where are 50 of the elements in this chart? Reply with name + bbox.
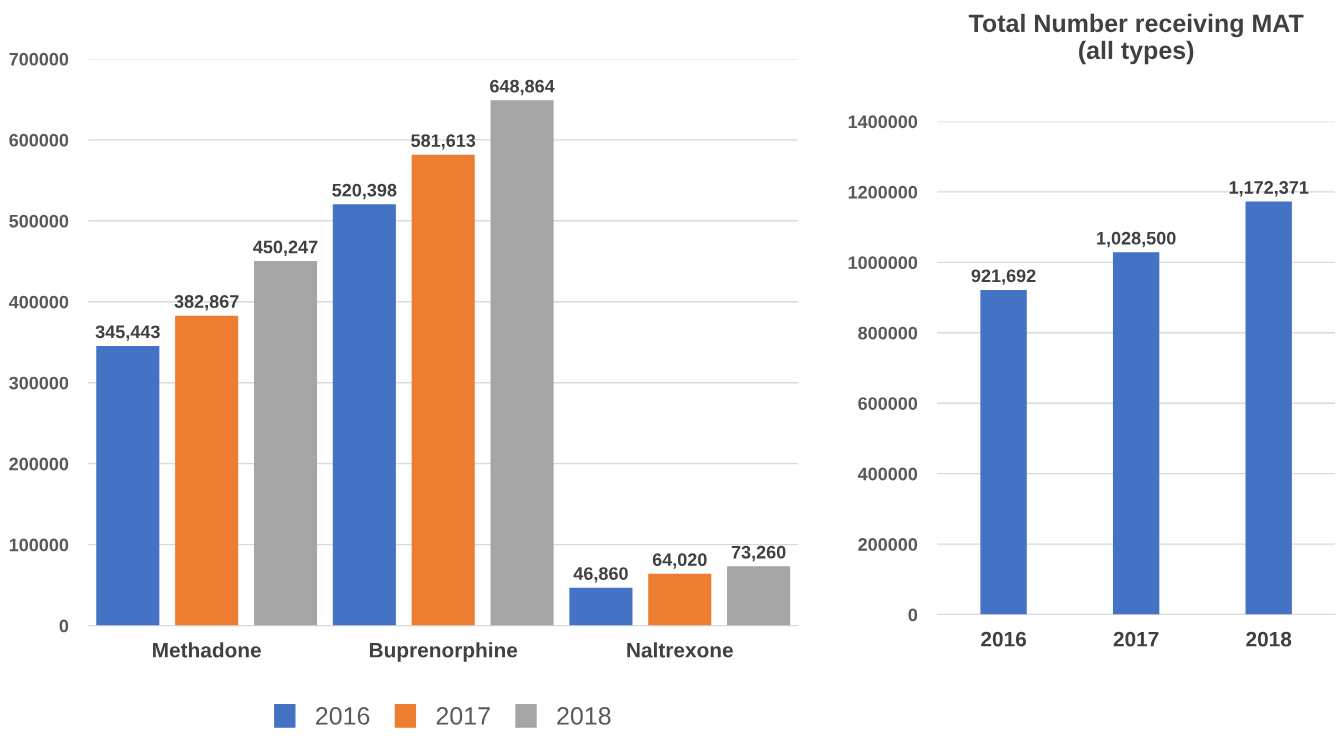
chart-title: Total Number receiving MAT (all types) <box>968 13 1304 65</box>
bar <box>1112 252 1160 615</box>
data-label: 1,172,371 <box>1229 181 1309 197</box>
legend-label: 2016 <box>316 707 370 725</box>
data-label: 648,864 <box>490 79 555 96</box>
bar <box>411 154 475 626</box>
bar <box>175 315 239 626</box>
y-tick-label: 0 <box>908 608 918 622</box>
legend-label: 2017 <box>436 707 490 725</box>
bar <box>980 289 1027 615</box>
bar <box>727 566 791 626</box>
data-label: 520,398 <box>332 183 397 200</box>
data-label: 382,867 <box>174 295 239 311</box>
y-tick-label: 400000 <box>857 467 918 481</box>
bar <box>96 345 160 626</box>
bar <box>253 261 318 626</box>
x-tick-label: Methadone <box>153 642 261 658</box>
data-label: 345,443 <box>95 325 160 341</box>
bar <box>332 204 396 626</box>
x-tick-label: 2018 <box>1246 631 1292 647</box>
bar <box>648 573 712 626</box>
y-tick-label: 100000 <box>9 538 69 552</box>
y-tick-label: 600000 <box>858 397 918 410</box>
x-tick-label: Naltrexone <box>627 642 733 658</box>
y-tick-label: 1000000 <box>848 256 918 270</box>
data-label: 450,247 <box>253 240 318 256</box>
bar <box>1245 201 1292 615</box>
y-tick-label: 700000 <box>9 52 69 66</box>
x-tick-label: 2016 <box>981 631 1026 647</box>
data-label: 921,692 <box>971 269 1036 285</box>
data-label: 46,860 <box>573 567 628 583</box>
x-tick-label: 2017 <box>1113 631 1159 647</box>
legend-label: 2018 <box>557 707 611 725</box>
x-tick-label: Buprenorphine <box>369 642 518 662</box>
y-tick-label: 1200000 <box>848 185 918 199</box>
y-tick-label: 400000 <box>8 295 69 309</box>
data-label: 1,028,500 <box>1097 231 1176 248</box>
y-tick-label: 300000 <box>9 376 69 390</box>
y-tick-label: 1400000 <box>848 115 918 129</box>
y-tick-label: 600000 <box>9 133 69 147</box>
bar <box>569 587 633 626</box>
y-tick-label: 0 <box>59 619 69 633</box>
y-tick-label: 800000 <box>858 326 918 340</box>
bar <box>490 100 554 626</box>
y-tick-label: 200000 <box>858 538 918 551</box>
data-label: 73,260 <box>731 545 786 562</box>
y-tick-label: 200000 <box>9 457 69 471</box>
y-tick-label: 500000 <box>9 214 69 228</box>
data-label: 64,020 <box>652 553 707 569</box>
data-label: 581,613 <box>411 134 476 150</box>
